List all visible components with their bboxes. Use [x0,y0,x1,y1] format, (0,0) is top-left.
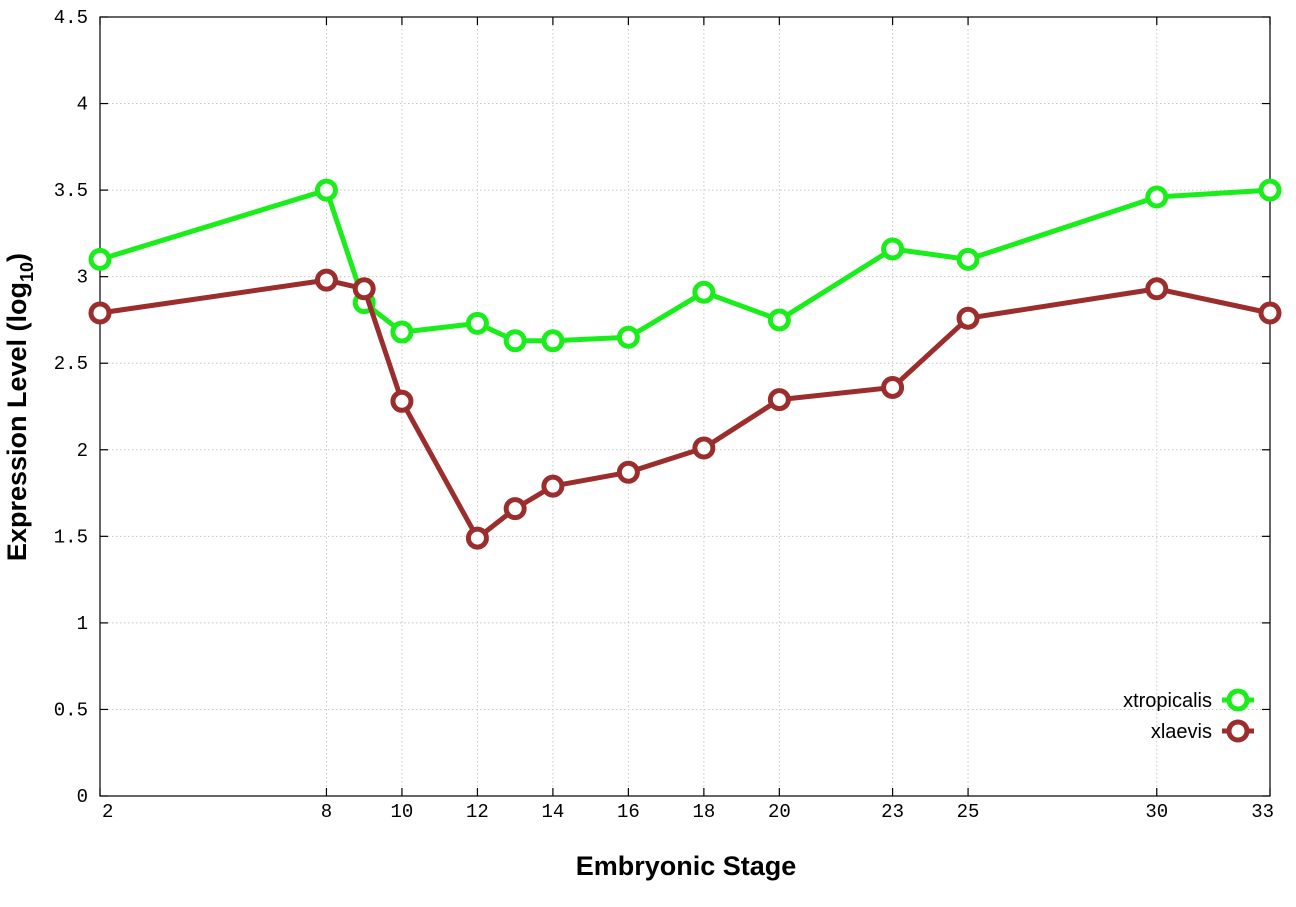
x-tick-label: 16 [617,801,640,823]
x-tick-label: 2 [102,801,113,823]
x-tick-label: 10 [391,801,414,823]
axis-ticks: 0 0.5 1 1.5 2 2.5 3 3.5 4 4.5 2 8 10 12 14 16 18 20 23 25 30… [54,7,1274,823]
y-axis-title-end: ) [2,253,32,262]
data-point-xlaevis [314,268,338,292]
data-point-xtropicalis [541,329,565,353]
data-point-xtropicalis [616,325,640,349]
data-point-xtropicalis [465,311,489,335]
y-tick-label: 4 [77,94,88,116]
data-point-xlaevis [390,389,414,413]
legend-item-xlaevis: xlaevis [1151,719,1254,743]
x-tick-label: 25 [957,801,980,823]
data-point-xlaevis [1145,277,1169,301]
y-tick-label: 3 [77,267,88,289]
data-point-xlaevis [541,474,565,498]
x-axis-title: Embryonic Stage [576,851,797,881]
data-point-xtropicalis [390,320,414,344]
y-axis-title-subscript: 10 [17,262,37,282]
plot-area-frame [99,16,1271,797]
legend: xtropicalis xlaevis [1123,688,1254,743]
y-tick-label: 0.5 [54,699,88,721]
x-tick-label: 30 [1145,801,1168,823]
y-axis-title-main: Expression Level (log [2,282,32,561]
series-group [88,178,1282,550]
data-point-xtropicalis [692,280,716,304]
y-tick-label: 1.5 [54,526,88,548]
data-point-xlaevis [956,306,980,330]
data-point-xlaevis [503,497,527,521]
data-point-xlaevis [692,436,716,460]
y-axis-title: Expression Level (log10) [2,253,37,561]
data-point-xtropicalis [956,247,980,271]
data-point-xtropicalis [1258,178,1282,202]
data-point-xlaevis [881,375,905,399]
grid-lines [100,17,1270,796]
x-tick-label: 12 [466,801,489,823]
data-point-xtropicalis [767,308,791,332]
y-tick-label: 4.5 [54,7,88,29]
series-xlaevis [88,268,1282,550]
data-point-xlaevis [616,460,640,484]
x-tick-label: 33 [1251,801,1274,823]
series-line-xlaevis [99,277,1271,541]
x-tick-label: 18 [692,801,715,823]
y-tick-label: 0 [77,786,88,808]
data-point-xlaevis [352,277,376,301]
y-tick-label: 2.5 [54,353,88,375]
data-point-xtropicalis [88,247,112,271]
x-tick-label: 23 [881,801,904,823]
y-tick-label: 1 [77,613,88,635]
data-point-xtropicalis [503,329,527,353]
y-tick-label: 2 [77,440,88,462]
x-tick-label: 8 [321,801,332,823]
data-point-xlaevis [1258,301,1282,325]
legend-label: xlaevis [1151,721,1212,743]
series-xtropicalis [88,178,1282,353]
data-point-xlaevis [88,301,112,325]
data-point-xtropicalis [1145,185,1169,209]
data-point-xlaevis [465,526,489,550]
y-tick-label: 3.5 [54,180,88,202]
legend-swatch-marker [1226,688,1250,712]
data-point-xtropicalis [881,237,905,261]
legend-label: xtropicalis [1123,690,1212,712]
series-line-xtropicalis [99,187,1271,344]
x-tick-label: 14 [541,801,564,823]
x-tick-label: 20 [768,801,791,823]
data-point-xtropicalis [314,178,338,202]
legend-swatch-marker [1226,719,1250,743]
data-point-xlaevis [767,388,791,412]
legend-item-xtropicalis: xtropicalis [1123,688,1254,712]
